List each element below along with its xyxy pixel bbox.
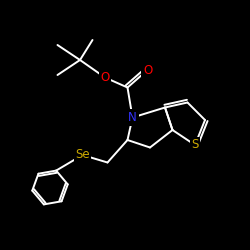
Text: O: O [143, 64, 152, 76]
Text: S: S [191, 138, 199, 151]
Text: Se: Se [75, 148, 90, 162]
Text: N: N [128, 111, 137, 124]
Text: O: O [100, 71, 110, 84]
